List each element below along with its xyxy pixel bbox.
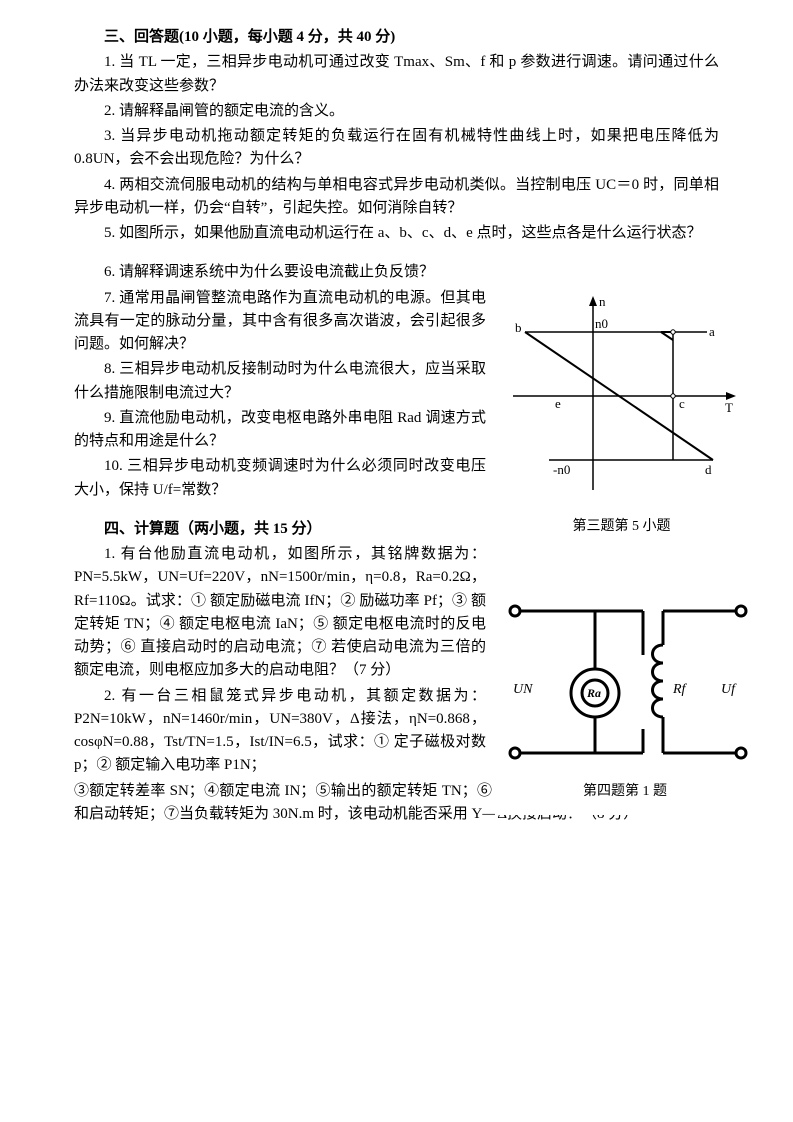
q3-10: 10. 三相异步电动机变频调速时为什么必须同时改变电压大小，保持 U/f=常数？ <box>74 455 486 502</box>
label-a: a <box>709 324 715 339</box>
q3-2: 2. 请解释晶闸管的额定电流的含义。 <box>74 100 719 123</box>
label-neg-n0: -n0 <box>553 462 570 477</box>
q3-9: 9. 直流他励电动机，改变电枢电路外串电阻 Rad 调速方式的特点和用途是什么？ <box>74 407 486 454</box>
diagram-circuit-icon: UN Ra Rf Uf <box>495 585 755 775</box>
q4-1: 1. 有台他励直流电动机，如图所示，其铭牌数据为：PN=5.5kW，UN=Uf=… <box>74 543 486 683</box>
figure-q4-1: UN Ra Rf Uf 第四题第 1 题 <box>495 585 755 815</box>
q3-4: 4. 两相交流伺服电动机的结构与单相电容式异步电动机类似。当控制电压 UC＝0 … <box>74 174 719 221</box>
section3-title: 三、回答题(10 小题，每小题 4 分，共 40 分) <box>74 26 719 49</box>
label-rf: Rf <box>672 682 688 697</box>
label-un: UN <box>513 682 533 697</box>
q3-6: 6. 请解释调速系统中为什么要设电流截止负反馈？ <box>74 261 486 284</box>
q3-1: 1. 当 TL 一定，三相异步电动机可通过改变 Tmax、Sm、f 和 p 参数… <box>74 51 719 98</box>
q3-7: 7. 通常用晶闸管整流电路作为直流电动机的电源。但其电流具有一定的脉动分量，其中… <box>74 287 486 357</box>
figure-q3-5-caption: 第三题第 5 小题 <box>495 516 748 538</box>
exam-page: 三、回答题(10 小题，每小题 4 分，共 40 分) 1. 当 TL 一定，三… <box>0 0 793 1122</box>
q4-2a: 2. 有一台三相鼠笼式异步电动机，其额定数据为：P2N=10kW，nN=1460… <box>74 685 486 778</box>
label-n0: n0 <box>595 316 608 331</box>
axis-t-label: T <box>725 400 733 415</box>
label-uf: Uf <box>721 682 737 697</box>
label-e: e <box>555 396 561 411</box>
diagram-motor-curve-icon: n T n0 a b c e d -n0 <box>495 292 748 510</box>
label-ra: Ra <box>586 686 601 700</box>
label-c: c <box>679 396 685 411</box>
q3-5: 5. 如图所示，如果他励直流电动机运行在 a、b、c、d、e 点时，这些点各是什… <box>74 222 719 245</box>
label-d: d <box>705 462 712 477</box>
axis-n-label: n <box>599 294 606 309</box>
q3-3: 3. 当异步电动机拖动额定转矩的负载运行在固有机械特性曲线上时，如果把电压降低为… <box>74 125 719 172</box>
figure-q3-5: n T n0 a b c e d -n0 第三题 <box>495 292 748 560</box>
q3-8: 8. 三相异步电动机反接制动时为什么电流很大，应当采取什么措施限制电流过大？ <box>74 358 486 405</box>
label-b: b <box>515 320 522 335</box>
figure-q4-1-caption: 第四题第 1 题 <box>495 781 755 803</box>
